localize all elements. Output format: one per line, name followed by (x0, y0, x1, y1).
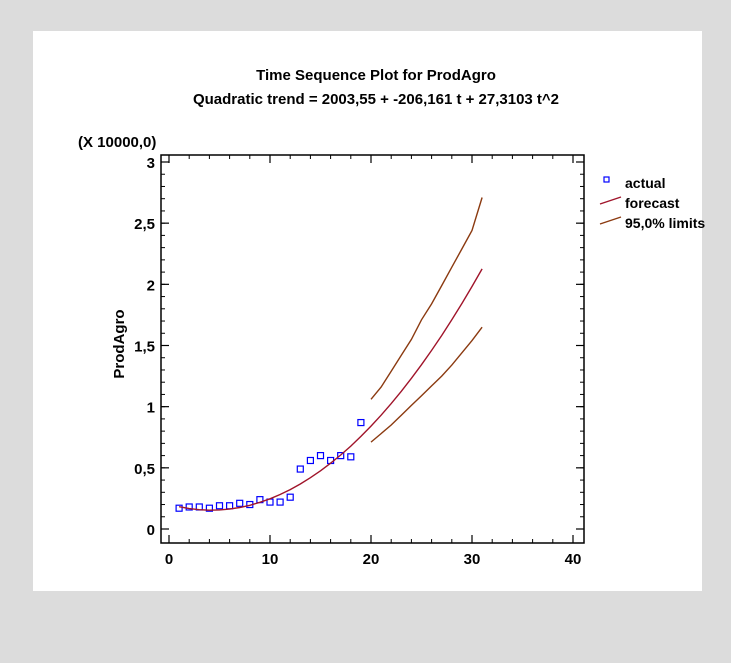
x-tick-label: 30 (464, 551, 481, 568)
x-tick-label: 40 (565, 551, 582, 568)
y-tick-label: 0,5 (134, 461, 155, 478)
series-line-95-0-limits (370, 197, 483, 400)
legend-label: actual (625, 175, 665, 191)
chart-title: Time Sequence Plot for ProdAgro (256, 67, 496, 84)
chart-subtitle: Quadratic trend = 2003,55 + -206,161 t +… (193, 91, 559, 108)
series-layer (175, 197, 483, 512)
y-multiplier-label: (X 10000,0) (78, 134, 156, 151)
data-point (306, 456, 314, 465)
data-point (347, 453, 355, 461)
legend-marker-swatch (603, 176, 610, 183)
legend-line-swatch (599, 196, 622, 205)
y-tick-label: 3 (147, 155, 155, 172)
chart-frame: Time Sequence Plot for ProdAgro Quadrati… (6, 6, 725, 657)
ticks-layer: 0 10 20 30 40 0 0,5 1 1,5 2 2,5 3 (134, 155, 584, 568)
data-point (185, 503, 193, 511)
data-point (205, 504, 213, 512)
plot-area (160, 154, 585, 544)
legend-label: forecast (625, 195, 680, 211)
legend-label: 95,0% limits (625, 215, 705, 231)
series-line-forecast (178, 268, 483, 511)
legend: actual forecast 95,0% limits (599, 175, 705, 231)
y-tick-label: 1,5 (134, 339, 155, 356)
y-tick-label: 2,5 (134, 216, 155, 233)
data-point (236, 499, 244, 507)
data-point (337, 452, 345, 460)
data-point (215, 502, 224, 510)
series-line-lower-limit (370, 326, 483, 443)
chart: Time Sequence Plot for ProdAgro Quadrati… (33, 31, 705, 591)
x-tick-label: 10 (262, 551, 279, 568)
data-point (357, 418, 365, 427)
y-tick-label: 2 (147, 277, 155, 294)
data-point (296, 465, 304, 473)
data-point (286, 493, 294, 501)
x-tick-label: 20 (363, 551, 380, 568)
x-tick-label: 0 (165, 551, 173, 568)
data-point (316, 452, 325, 460)
data-point (276, 498, 284, 506)
y-tick-label: 1 (147, 400, 155, 417)
y-tick-label: 0 (147, 522, 155, 539)
data-point (175, 504, 183, 512)
legend-line-swatch (599, 216, 622, 225)
y-axis-label: ProdAgro (111, 309, 128, 378)
